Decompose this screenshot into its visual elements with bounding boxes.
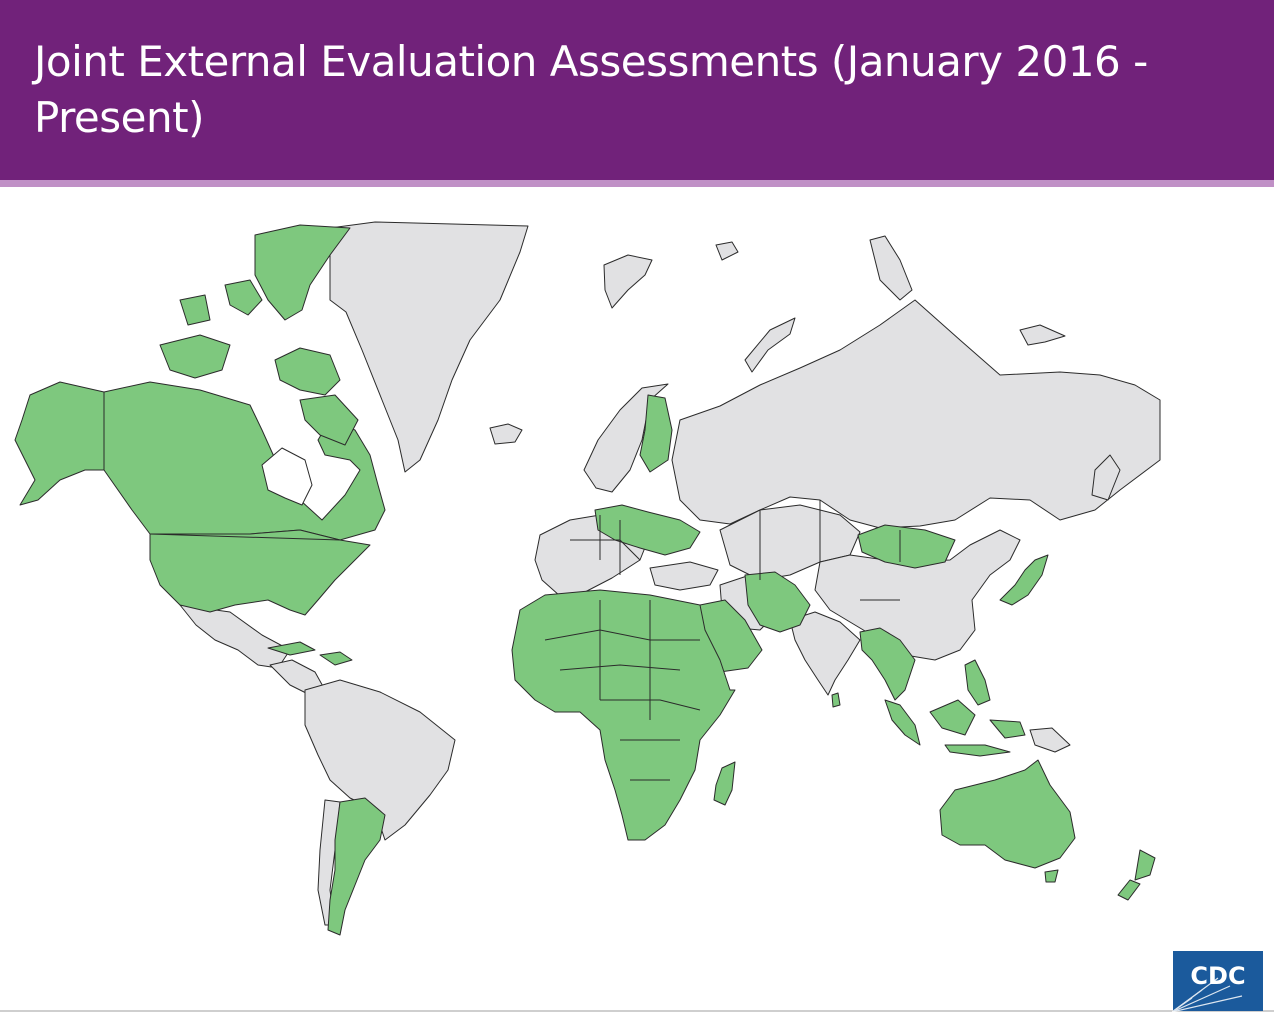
- cdc-logo-icon: CDC: [1172, 951, 1263, 1012]
- russia-region: [671, 299, 1161, 529]
- header-banner: [0, 0, 1274, 180]
- east-asia-islands-region: [1019, 324, 1066, 346]
- canadian-arctic-archipelago: [159, 224, 359, 446]
- united-states-region: [149, 529, 371, 616]
- argentina-region: [327, 797, 386, 936]
- new-zealand-region: [1117, 849, 1156, 901]
- header-divider: [0, 180, 1274, 187]
- iceland-region: [489, 423, 523, 445]
- central-asia-green-region: [744, 571, 811, 633]
- japan-region: [999, 554, 1049, 606]
- footer-divider: [0, 1010, 1274, 1012]
- cdc-logo-text: CDC: [1190, 962, 1245, 990]
- china-region: [814, 529, 1021, 661]
- caribbean-cuba-region: [267, 641, 316, 656]
- alaska-region: [14, 381, 105, 506]
- franz-josef-land-region: [715, 241, 739, 261]
- svalbard-region: [603, 254, 653, 309]
- africa-internal-borders: [544, 600, 701, 781]
- finland-region: [639, 394, 673, 473]
- southeast-asia-region: [859, 627, 916, 701]
- europe-internal-borders: [570, 515, 641, 575]
- sri-lanka-region: [831, 692, 841, 708]
- page-title: Joint External Evaluation Assessments (J…: [34, 37, 1148, 142]
- indonesia-region: [929, 699, 1026, 757]
- mexico-region: [179, 604, 291, 669]
- africa-region: [511, 589, 736, 841]
- kamchatka-region: [1091, 454, 1121, 501]
- papua-new-guinea-region: [1029, 727, 1071, 753]
- madagascar-region: [713, 761, 736, 806]
- eastern-europe-region: [594, 504, 701, 556]
- turkey-region: [649, 561, 719, 591]
- hudson-bay-lake: [261, 447, 313, 506]
- philippines-region: [964, 659, 991, 706]
- us-canada-border: [149, 533, 341, 541]
- tasmania-region: [1044, 869, 1059, 883]
- australia-region: [939, 759, 1076, 869]
- south-america-north-region: [304, 679, 456, 841]
- novaya-zemlya-region: [744, 317, 796, 373]
- world-map: [14, 221, 1161, 936]
- wrangel-island-region: [869, 235, 913, 301]
- mongolia-region: [857, 524, 956, 569]
- malay-peninsula-region: [884, 699, 921, 746]
- haiti-dominican-region: [319, 651, 353, 666]
- india-region: [789, 611, 861, 696]
- asia-internal-borders: [759, 500, 901, 601]
- greenland-region: [329, 221, 529, 473]
